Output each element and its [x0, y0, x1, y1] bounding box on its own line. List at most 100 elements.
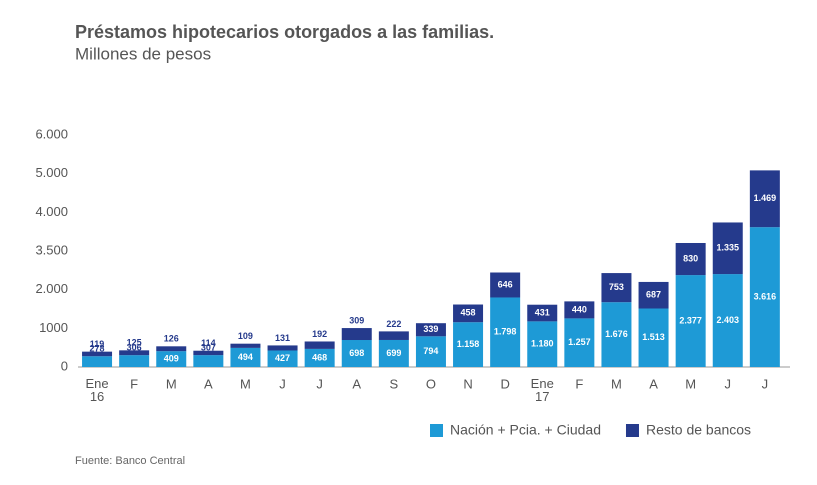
- x-tick-label: M: [240, 376, 251, 391]
- value-label: 222: [386, 319, 401, 329]
- source: Fuente: Banco Central: [75, 455, 185, 467]
- value-label: 1.513: [642, 332, 665, 342]
- bar-segment: [490, 272, 521, 298]
- bar-segment: [601, 302, 632, 367]
- value-label: 440: [572, 304, 587, 314]
- value-label: 3.616: [754, 291, 777, 301]
- value-label: 192: [312, 329, 327, 339]
- x-tick-label: M: [685, 376, 696, 391]
- bar-segment: [415, 336, 446, 367]
- legend-label: Resto de bancos: [646, 422, 751, 438]
- x-tick-label: O: [426, 376, 436, 391]
- bar-segment: [749, 227, 780, 367]
- value-label: 494: [238, 352, 253, 362]
- value-label: 114: [201, 338, 216, 348]
- y-tick-label: 1000: [39, 320, 68, 335]
- value-label: 794: [423, 346, 438, 356]
- bar-segment: [193, 350, 224, 356]
- x-tick-label: J: [762, 376, 769, 391]
- value-label: 427: [275, 353, 290, 363]
- legend-swatch: [625, 424, 639, 437]
- value-label: 131: [275, 333, 290, 343]
- value-label: 125: [127, 338, 142, 348]
- x-tick-label: J: [279, 376, 286, 391]
- bar-segment: [675, 242, 706, 276]
- value-label: 126: [164, 334, 179, 344]
- value-label: 1.257: [568, 337, 591, 347]
- x-tick-label: J: [725, 376, 732, 391]
- bar-segment: [267, 345, 298, 351]
- chart-subtitle: Millones de pesos: [75, 44, 211, 63]
- x-tick-label: Ene 17: [531, 376, 554, 404]
- value-label: 1.469: [754, 193, 777, 203]
- value-label: 699: [386, 348, 401, 358]
- bar-segment: [527, 321, 558, 367]
- y-tick-label: 5.000: [35, 165, 68, 180]
- x-tick-label: D: [500, 376, 509, 391]
- value-label: 1.676: [605, 329, 628, 339]
- value-label: 306: [127, 343, 142, 353]
- value-label: 698: [349, 348, 364, 358]
- bar-segment: [82, 351, 113, 357]
- x-tick-label: M: [611, 376, 622, 391]
- bar-segment: [453, 304, 484, 323]
- value-label: 646: [498, 279, 513, 289]
- y-tick-label: 2.000: [35, 281, 68, 296]
- value-label: 431: [535, 307, 550, 317]
- legend-label: Nación + Pcia. + Ciudad: [450, 422, 601, 438]
- x-tick-label: M: [166, 376, 177, 391]
- bar-segment: [156, 346, 187, 352]
- bar-segment: [230, 343, 261, 348]
- bar-segment: [712, 274, 743, 367]
- x-tick-label: A: [649, 376, 658, 391]
- value-label: 109: [238, 331, 253, 341]
- value-label: 753: [609, 282, 624, 292]
- value-label: 458: [461, 308, 476, 318]
- value-label: 409: [164, 353, 179, 363]
- bar-segment: [675, 275, 706, 367]
- bar-segment: [638, 308, 669, 367]
- bar-segment: [304, 341, 335, 349]
- value-label: 2.377: [679, 315, 702, 325]
- bar-segment: [601, 273, 632, 303]
- bar-segment: [193, 355, 224, 367]
- bar-segment: [119, 355, 150, 367]
- bar-segment: [378, 339, 409, 367]
- y-tick-label: 0: [61, 358, 68, 373]
- value-label: 1.798: [494, 327, 517, 337]
- bar-segment: [267, 350, 298, 367]
- bar-segment: [415, 323, 446, 337]
- value-label: 2.403: [716, 315, 739, 325]
- bar-segment: [304, 348, 335, 367]
- x-tick-label: F: [575, 376, 583, 391]
- bar-segment: [638, 281, 669, 309]
- bar-segment: [564, 318, 595, 367]
- bar-segment: [712, 222, 743, 275]
- value-label: 687: [646, 290, 661, 300]
- x-tick-label: Ene 16: [85, 376, 108, 404]
- x-tick-label: N: [463, 376, 472, 391]
- value-label: 307: [201, 343, 216, 353]
- value-label: 1.180: [531, 339, 554, 349]
- y-tick-label: 6.000: [35, 126, 68, 141]
- bar-segment: [527, 304, 558, 322]
- x-tick-label: J: [316, 376, 323, 391]
- bar-segment: [490, 297, 521, 367]
- x-tick-label: S: [390, 376, 399, 391]
- x-tick-label: A: [352, 376, 361, 391]
- value-label: 119: [90, 339, 105, 349]
- value-label: 278: [90, 344, 105, 354]
- x-tick-label: A: [204, 376, 213, 391]
- bar-segment: [230, 347, 261, 367]
- bar-segment: [453, 322, 484, 367]
- legend-swatch: [430, 424, 443, 437]
- y-tick-label: 3.500: [35, 242, 68, 257]
- bar-segment: [749, 170, 780, 228]
- value-label: 830: [683, 253, 698, 263]
- y-tick-label: 4.000: [35, 204, 68, 219]
- value-label: 468: [312, 352, 327, 362]
- value-label: 1.158: [457, 339, 480, 349]
- bar-segment: [82, 356, 113, 367]
- x-tick-label: F: [130, 376, 138, 391]
